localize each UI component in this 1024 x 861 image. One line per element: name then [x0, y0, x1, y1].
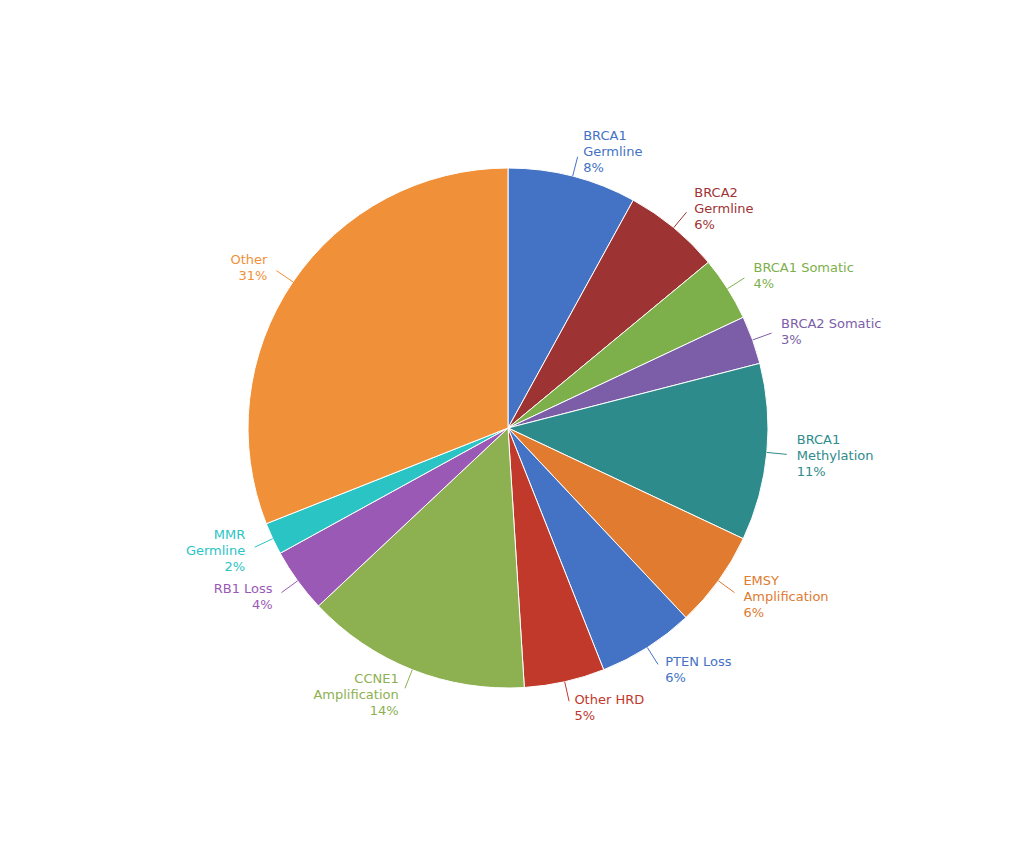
- svg-text:EMSYAmplification6%: EMSYAmplification6%: [743, 573, 828, 620]
- svg-text:BRCA1Germline8%: BRCA1Germline8%: [583, 127, 642, 174]
- svg-text:Other31%: Other31%: [231, 252, 269, 283]
- svg-text:BRCA2 Somatic3%: BRCA2 Somatic3%: [781, 316, 881, 347]
- svg-text:BRCA1Methylation11%: BRCA1Methylation11%: [797, 431, 874, 478]
- svg-text:CCNE1Amplification14%: CCNE1Amplification14%: [313, 670, 398, 717]
- svg-text:Other HRD5%: Other HRD5%: [574, 692, 644, 723]
- svg-text:RB1 Loss4%: RB1 Loss4%: [214, 581, 273, 612]
- svg-text:BRCA2Germline6%: BRCA2Germline6%: [694, 184, 753, 231]
- svg-text:MMRGermline2%: MMRGermline2%: [186, 526, 245, 573]
- svg-text:PTEN Loss6%: PTEN Loss6%: [665, 654, 732, 685]
- svg-text:BRCA1 Somatic4%: BRCA1 Somatic4%: [753, 259, 853, 290]
